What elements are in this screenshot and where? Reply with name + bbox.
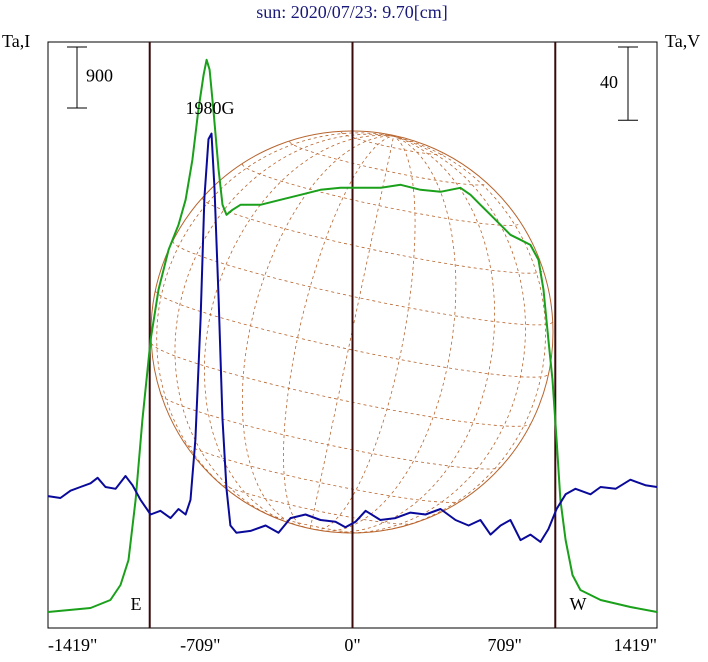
disk-meridian: [283, 135, 394, 528]
disk-meridian: [204, 134, 394, 524]
x-tick-label: -1419": [48, 635, 97, 655]
series-line: [47, 58, 658, 613]
disk-meridian: [320, 135, 457, 532]
disk-parallel: [242, 163, 521, 226]
disk-meridian: [332, 135, 495, 533]
disk-parallel: [160, 394, 502, 470]
disk-parallel: [151, 343, 531, 427]
annotation: W: [570, 594, 587, 614]
chart-title: sun: 2020/07/23: 9.70[cm]: [256, 2, 448, 22]
x-tick-label: 1419": [614, 635, 657, 655]
disk-meridian: [315, 135, 416, 531]
disk-parallel: [218, 481, 413, 525]
disk-meridian: [242, 135, 394, 527]
disk-meridian: [174, 133, 394, 519]
annotation: E: [131, 594, 142, 614]
x-tick-label: 0": [344, 635, 360, 655]
disk-parallel: [289, 141, 487, 186]
disk-parallel: [172, 240, 554, 326]
disk-meridian: [156, 132, 394, 503]
disk-meridian: [309, 136, 394, 529]
annotation: 1980G: [186, 98, 235, 118]
series-line: [47, 132, 658, 543]
disk-meridian: [380, 135, 546, 532]
disk-parallel: [263, 512, 359, 534]
y-axis-label: Ta,I: [2, 31, 30, 51]
disk-parallel: [202, 197, 544, 274]
disk-parallel: [340, 131, 444, 155]
x-tick-label: -709": [180, 635, 220, 655]
x-tick-label: 709": [487, 635, 521, 655]
scale-bar-label: 40: [600, 72, 618, 92]
disk-parallel: [183, 442, 461, 503]
disk-meridian: [346, 135, 526, 534]
y2-axis-label: Ta,V: [665, 31, 700, 51]
scale-bar-label: 900: [86, 66, 113, 86]
